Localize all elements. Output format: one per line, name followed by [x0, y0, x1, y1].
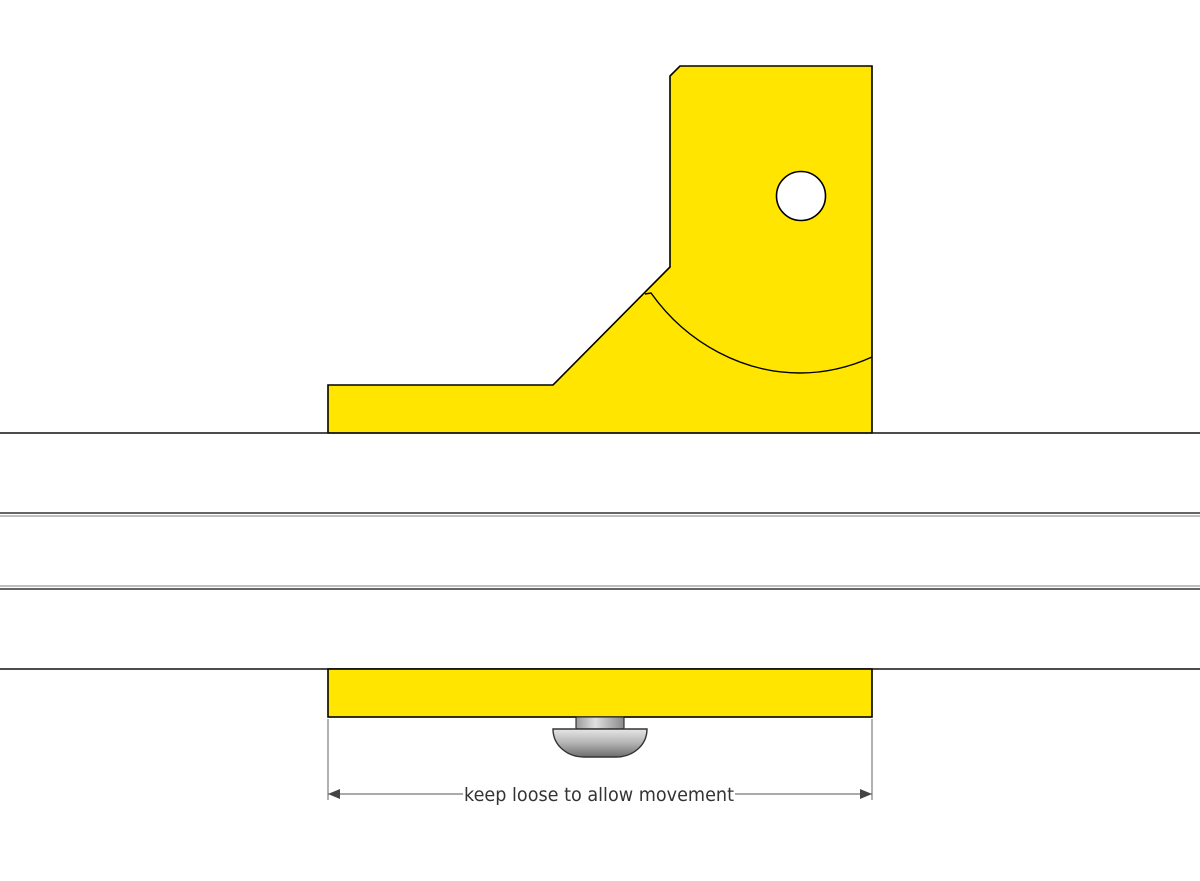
screw-head — [552, 728, 648, 758]
mounting-hole — [775, 170, 827, 222]
dimension-label: keep loose to allow movement — [464, 784, 734, 806]
bracket-arc-edge — [644, 292, 873, 374]
lower-plate — [327, 668, 873, 718]
extrusion-rail — [0, 432, 1200, 670]
button-head-screw — [552, 716, 648, 758]
upper-bracket — [327, 65, 873, 434]
screw-shank — [575, 716, 625, 730]
upper-bracket-body — [327, 65, 873, 434]
dimension-annotation: keep loose to allow movement — [327, 719, 873, 806]
